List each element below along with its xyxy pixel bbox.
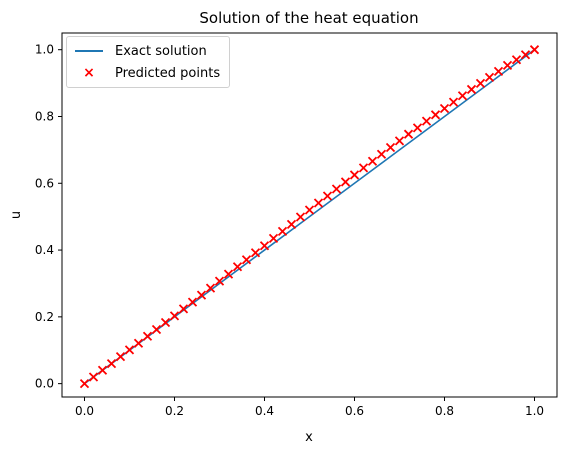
legend-item-exact-solution: Exact solution — [67, 41, 207, 61]
plot-area — [61, 32, 558, 398]
predicted-point — [313, 198, 324, 208]
predicted-point — [268, 233, 279, 244]
x-tick-label: 0.6 — [345, 404, 364, 418]
predicted-point — [322, 191, 333, 201]
predicted-point — [133, 338, 144, 348]
predicted-point — [115, 351, 126, 362]
predicted-point — [385, 142, 396, 153]
predicted-point — [79, 379, 90, 389]
y-tick-label: 0.4 — [35, 243, 54, 257]
predicted-point — [511, 55, 522, 65]
y-tick-label: 0.0 — [35, 377, 54, 391]
predicted-point — [214, 276, 225, 286]
predicted-point — [106, 358, 117, 369]
predicted-point — [232, 262, 243, 272]
y-tick-label: 0.8 — [35, 109, 54, 123]
predicted-point — [466, 84, 477, 95]
predicted-point — [142, 331, 153, 341]
predicted-point — [493, 66, 504, 77]
predicted-point — [169, 311, 180, 321]
exact-solution-series — [84, 49, 535, 385]
predicted-point — [475, 78, 486, 89]
legend-label-exact: Exact solution — [115, 43, 207, 59]
x-axis-label: x — [305, 430, 313, 445]
predicted-point — [430, 110, 441, 120]
predicted-point — [160, 317, 171, 328]
predicted-point — [196, 290, 207, 300]
predicted-point — [412, 123, 423, 133]
y-tick-label: 0.2 — [35, 310, 54, 324]
y-tick-label: 0.6 — [35, 176, 54, 190]
x-tick-label: 0.4 — [255, 404, 274, 418]
predicted-point — [295, 212, 306, 222]
y-tick-label: 1.0 — [35, 43, 54, 57]
predicted-point — [205, 283, 216, 293]
y-axis-label: u — [9, 211, 24, 219]
predicted-point — [97, 365, 108, 375]
predicted-point — [421, 116, 432, 126]
x-tick-label: 0.0 — [75, 404, 94, 418]
predicted-point — [277, 226, 288, 236]
predicted-point — [187, 297, 198, 307]
predicted-point — [223, 269, 234, 279]
x-tick-label: 0.8 — [435, 404, 454, 418]
predicted-point — [241, 255, 252, 265]
exact-solution-line — [84, 49, 535, 385]
predicted-point — [259, 241, 270, 251]
legend: Exact solution × Predicted points — [66, 36, 230, 88]
predicted-point — [439, 103, 450, 114]
x-tick-label: 1.0 — [525, 404, 544, 418]
predicted-point — [304, 205, 315, 215]
legend-x-marker-swatch: × — [83, 65, 95, 81]
predicted-point — [520, 50, 531, 60]
predicted-points-series — [79, 45, 540, 389]
predicted-point — [88, 372, 99, 382]
predicted-point — [178, 304, 189, 314]
axes-frame — [61, 32, 558, 398]
predicted-point — [484, 72, 495, 83]
predicted-point — [367, 156, 378, 166]
predicted-point — [358, 163, 369, 173]
predicted-point — [349, 170, 360, 180]
x-tick-label: 0.2 — [165, 404, 184, 418]
predicted-point — [331, 184, 342, 194]
y-axis-ticks: 0.0 0.2 0.4 0.6 0.8 1.0 — [35, 43, 62, 391]
predicted-point — [340, 177, 351, 187]
predicted-point — [250, 248, 261, 258]
predicted-point — [394, 136, 405, 146]
legend-item-predicted-points: × Predicted points — [67, 63, 220, 83]
predicted-point — [448, 97, 459, 107]
predicted-point — [124, 345, 135, 355]
legend-line-swatch — [75, 50, 103, 52]
predicted-point — [403, 129, 414, 139]
predicted-point — [502, 60, 513, 71]
predicted-point — [457, 91, 468, 101]
x-axis-ticks: 0.0 0.2 0.4 0.6 0.8 1.0 — [75, 397, 544, 418]
predicted-point — [376, 149, 387, 159]
predicted-point — [286, 219, 297, 229]
predicted-point — [151, 324, 162, 335]
legend-label-predicted: Predicted points — [115, 65, 221, 81]
chart-title: Solution of the heat equation — [199, 9, 418, 27]
predicted-point — [529, 45, 540, 55]
